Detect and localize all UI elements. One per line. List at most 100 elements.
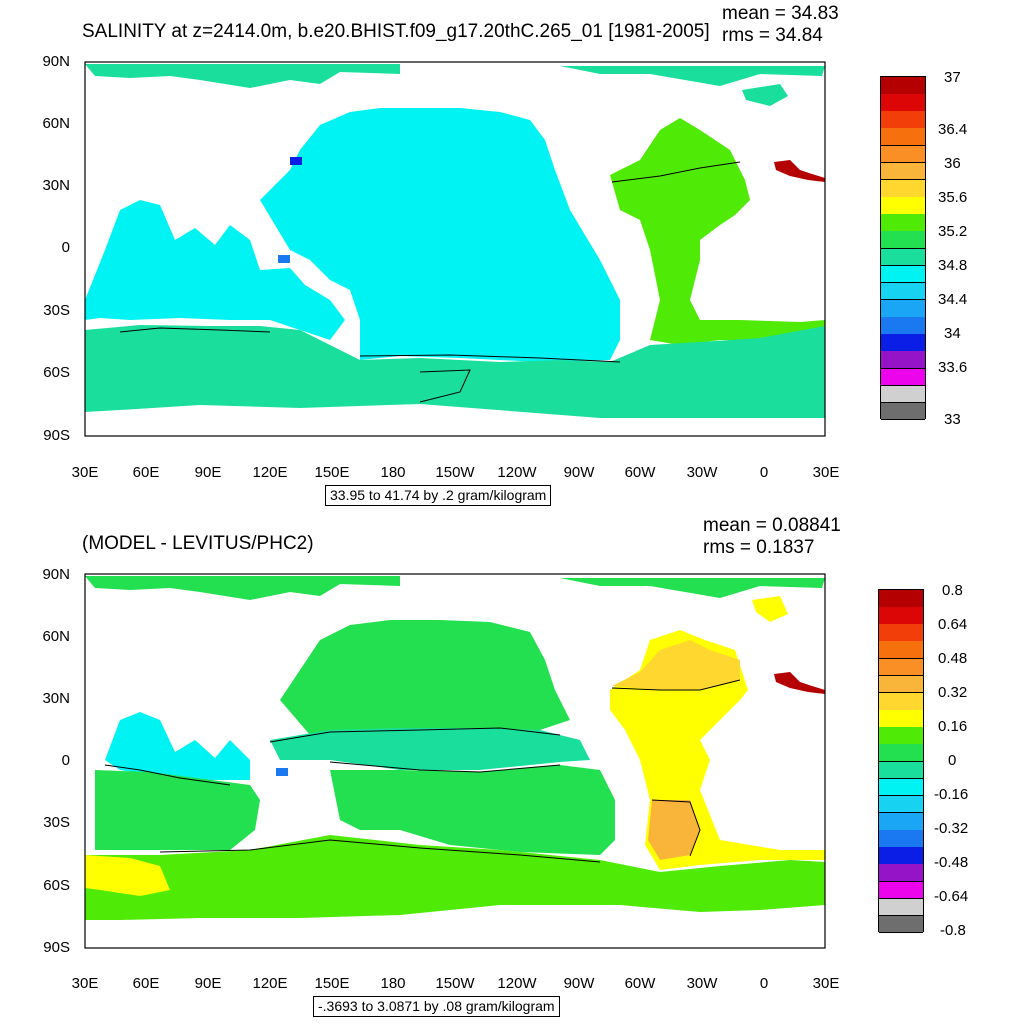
bottom-colorbar-swatch-2 [879, 624, 923, 642]
bottom-ocean-fill [85, 576, 825, 920]
bottom-southern-ocean [85, 835, 825, 920]
top-rms: rms = 34.84 [722, 25, 823, 46]
bottom-colorbar-swatch-8 [879, 727, 923, 745]
bottom-lon-60w: 60W [624, 975, 656, 992]
bottom-lat-60n: 60N [42, 628, 70, 645]
bottom-atlantic-south-orange [648, 800, 700, 860]
bottom-lon-120e: 120E [252, 975, 288, 992]
bottom-colorbar-swatch-15 [879, 847, 923, 865]
bottom-colorbar-swatch-18 [879, 898, 923, 917]
top-cb-36-4: 36.4 [938, 121, 968, 138]
bottom-lon-60e: 60E [132, 975, 160, 992]
top-lat-0: 0 [61, 239, 70, 256]
top-colorbar-swatch-3 [881, 128, 925, 147]
top-contour-weddell [419, 369, 471, 403]
bottom-lon-90e: 90E [194, 975, 222, 992]
bottom-rms: rms = 0.1837 [703, 537, 815, 558]
bottom-contour-pacific-2 [329, 761, 561, 773]
bottom-colorbar-swatch-1 [879, 607, 923, 625]
bottom-colorbar-swatch-4 [879, 658, 923, 677]
bottom-colorbar-swatch-17 [879, 881, 923, 900]
bottom-lon-150e: 150E [314, 975, 350, 992]
bottom-pacific-north [280, 620, 570, 740]
top-cb-34: 34 [944, 325, 961, 342]
top-indian-ocean [85, 200, 345, 340]
bottom-colorbar-swatch-7 [879, 710, 923, 728]
bottom-blue-patch [276, 768, 288, 776]
top-title: SALINITY at z=2414.0m, b.e20.BHIST.f09_g… [82, 21, 710, 42]
bottom-contour-atlantic [611, 679, 741, 691]
top-mean: mean = 34.83 [722, 3, 839, 24]
bottom-lon-180: 180 [380, 975, 406, 992]
top-colorbar-swatch-8 [881, 214, 925, 232]
bottom-contour-atlantic-2 [651, 799, 701, 857]
top-lon-180: 180 [380, 464, 406, 481]
bottom-lon-120w: 120W [497, 975, 537, 992]
bottom-lat-90s: 90S [43, 939, 70, 956]
bottom-lat-0: 0 [61, 752, 70, 769]
top-lon-150e: 150E [314, 464, 350, 481]
bottom-colorbar-swatch-10 [879, 761, 923, 780]
top-range-box: 33.95 to 41.74 by .2 gram/kilogram [325, 485, 552, 507]
bottom-frame [84, 573, 826, 949]
top-arctic-region-2 [560, 66, 825, 86]
top-cb-34-8: 34.8 [938, 257, 968, 274]
bottom-lon-150w: 150W [435, 975, 475, 992]
top-lon-60e: 60E [132, 464, 160, 481]
top-lon-90e: 90E [194, 464, 222, 481]
bottom-colorbar [878, 589, 924, 934]
top-lat-90s: 90S [43, 427, 70, 444]
bottom-lat-30s: 30S [43, 814, 70, 831]
bottom-colorbar-swatch-12 [879, 795, 923, 814]
bottom-colorbar-swatch-16 [879, 864, 923, 883]
bottom-contours [104, 679, 741, 863]
bottom-arctic-region [85, 576, 400, 600]
bottom-contour-southern [159, 839, 601, 863]
bottom-lon-0: 0 [759, 975, 769, 992]
top-colorbar-swatch-1 [881, 94, 925, 112]
top-colorbar-swatch-13 [881, 299, 925, 318]
bottom-range-box: -.3693 to 3.0871 by .08 gram/kilogram [313, 996, 560, 1018]
top-colorbar-swatch-19 [881, 402, 925, 421]
top-cb-36: 36 [944, 155, 961, 172]
top-lon-150w: 150W [435, 464, 475, 481]
bottom-lat-30n: 30N [42, 690, 70, 707]
top-ocean-fill [85, 64, 825, 418]
top-arctic-region [85, 64, 400, 88]
top-lon-120w: 120W [497, 464, 537, 481]
top-nordic-sea [742, 84, 788, 106]
top-contours [119, 161, 741, 403]
top-colorbar-swatch-4 [881, 145, 925, 164]
top-blue-patch-1 [290, 157, 302, 165]
bottom-title: (MODEL - LEVITUS/PHC2) [82, 533, 314, 554]
bottom-colorbar-swatch-3 [879, 641, 923, 660]
bottom-lon-30e: 30E [71, 975, 99, 992]
top-blue-patch-2 [278, 255, 290, 263]
bottom-lat-60s: 60S [43, 877, 70, 894]
bottom-arctic-region-2 [560, 578, 825, 598]
top-red-patch [774, 160, 825, 182]
bottom-indian-north [105, 712, 250, 780]
bottom-south-yellow [85, 855, 170, 896]
top-contour-south-pacific [359, 354, 621, 363]
bottom-colorbar-swatch-19 [879, 915, 923, 934]
bottom-cb-neg-0-16: -0.16 [934, 786, 969, 803]
top-lon-60w: 60W [624, 464, 656, 481]
top-cb-35-2: 35.2 [938, 223, 968, 240]
top-contour-southern [119, 327, 271, 333]
bottom-pacific-band [270, 728, 590, 770]
bottom-cb-0-8: 0.8 [942, 582, 963, 599]
top-lon-90w: 90W [563, 464, 595, 481]
bottom-colorbar-swatch-11 [879, 778, 923, 797]
bottom-contour-indian [104, 764, 231, 786]
top-colorbar [880, 76, 926, 421]
top-cb-35-6: 35.6 [938, 189, 968, 206]
bottom-lon-30e-end: 30E [812, 975, 840, 992]
bottom-cb-neg-0-8: -0.8 [940, 922, 966, 939]
top-lat-30s: 30S [43, 302, 70, 319]
top-lon-30e: 30E [71, 464, 99, 481]
bottom-contour-pacific [269, 727, 561, 743]
top-colorbar-swatch-18 [881, 385, 925, 404]
top-pacific-ocean [260, 108, 620, 362]
top-colorbar-swatch-14 [881, 317, 925, 335]
